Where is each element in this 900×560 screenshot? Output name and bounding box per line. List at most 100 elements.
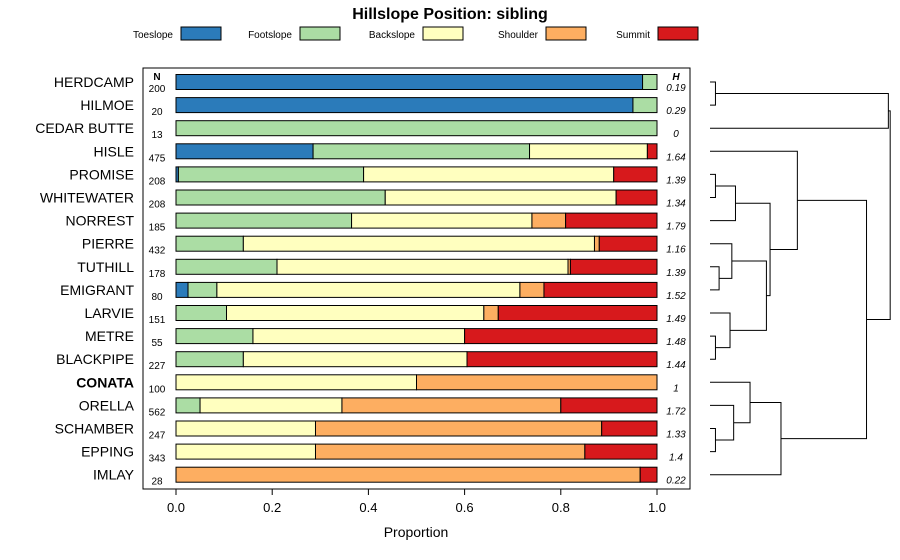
n-value: 343	[149, 454, 166, 465]
h-value: 0	[673, 129, 679, 140]
bar-segment-backslope	[252, 328, 466, 345]
legend-label-footslope: Footslope	[248, 30, 292, 41]
bar-segment-shoulder	[593, 235, 600, 252]
h-value: 1.72	[666, 406, 686, 417]
bar-segment-summit	[569, 258, 658, 275]
category-label: IMLAY	[93, 467, 135, 483]
dendro-link	[710, 93, 889, 129]
row-imlay: IMLAY 28 0.22	[93, 466, 686, 488]
row-hisle: HISLE 475 1.64	[94, 143, 686, 164]
bar-segment-shoulder	[175, 466, 641, 483]
bar-segment-backslope	[175, 420, 316, 437]
dendro-link	[866, 110, 891, 320]
legend-swatch-footslope	[299, 26, 341, 41]
dendro-link	[735, 202, 771, 297]
n-column-header: N	[153, 72, 160, 83]
x-tick-label: 1.0	[648, 500, 666, 515]
bar-segment-footslope	[175, 258, 278, 275]
bar-segment-summit	[565, 212, 658, 229]
legend-label-shoulder: Shoulder	[498, 30, 539, 41]
category-label: SCHAMBER	[55, 421, 134, 437]
bar-segment-footslope	[175, 235, 244, 252]
bar-segment-shoulder	[483, 305, 499, 321]
bar-segment-backslope	[199, 397, 343, 414]
h-value: 1.44	[666, 360, 686, 371]
n-value: 151	[149, 315, 166, 326]
legend-label-backslope: Backslope	[369, 30, 416, 41]
h-value: 1.64	[666, 152, 686, 163]
n-value: 475	[149, 153, 166, 164]
bar-segment-footslope	[175, 212, 353, 229]
bar-segment-summit	[598, 235, 658, 252]
h-column-header: H	[672, 72, 680, 83]
dendro-link	[710, 335, 716, 360]
n-value: 55	[151, 338, 163, 349]
row-whitewater: WHITEWATER 208 1.34	[40, 189, 686, 211]
bar-segment-summit	[584, 443, 658, 460]
category-label: METRE	[85, 328, 134, 344]
dendro-link	[710, 381, 751, 424]
dendro-link	[710, 402, 782, 476]
category-label: EMIGRANT	[60, 282, 134, 298]
n-value: 200	[149, 84, 166, 95]
category-label: HERDCAMP	[54, 74, 134, 90]
bar-segment-footslope	[632, 97, 658, 114]
bar-segment-backslope	[226, 305, 485, 321]
n-value: 208	[149, 200, 166, 211]
h-value: 0.19	[666, 83, 686, 94]
bar-segment-summit	[615, 189, 658, 206]
row-epping: EPPING 343 1.4	[81, 443, 683, 465]
n-value: 562	[149, 407, 166, 418]
bar-segment-backslope	[216, 281, 521, 298]
x-tick-label: 0.8	[552, 500, 570, 515]
dendro-link	[710, 150, 798, 250]
bar-segment-backslope	[529, 143, 648, 160]
bar-segment-toeslope	[175, 281, 189, 298]
bar-segment-toeslope	[175, 143, 314, 160]
bar-segment-summit	[466, 351, 658, 368]
bar-segment-backslope	[351, 212, 533, 229]
category-label: PROMISE	[69, 166, 134, 182]
h-value: 1.39	[666, 175, 686, 186]
bar-segment-footslope	[175, 305, 228, 321]
dendro-link	[710, 404, 735, 441]
dendro-link	[710, 266, 720, 291]
bar-segment-shoulder	[341, 397, 562, 414]
h-value: 1.34	[666, 199, 686, 210]
bar-segment-footslope	[175, 120, 658, 137]
n-value: 185	[149, 223, 166, 234]
h-value: 1.33	[666, 430, 686, 441]
bar-segment-shoulder	[519, 281, 545, 298]
legend-swatch-summit	[657, 26, 699, 41]
dendro-link	[710, 428, 716, 453]
x-tick-label: 0.6	[456, 500, 474, 515]
dendro-link	[710, 173, 716, 198]
bar-segment-summit	[613, 166, 658, 183]
n-value: 13	[151, 130, 163, 141]
bar-segment-summit	[560, 397, 658, 414]
h-value: 1.52	[666, 291, 686, 302]
bar-segment-footslope	[175, 189, 386, 206]
dendro-link	[780, 199, 868, 440]
bar-segment-backslope	[242, 351, 468, 368]
row-pierre: PIERRE 432 1.16	[82, 235, 686, 257]
dendro-link	[710, 243, 733, 279]
category-label: TUTHILL	[77, 259, 134, 275]
bar-segment-summit	[543, 281, 658, 298]
x-tick-label: 0.0	[167, 500, 185, 515]
bar-segment-backslope	[175, 374, 417, 391]
category-label: EPPING	[81, 444, 134, 460]
bar-segment-footslope	[175, 397, 201, 414]
dendrogram	[710, 81, 891, 476]
x-axis: 0.0 0.2 0.4 0.6 0.8 1.0	[167, 489, 666, 515]
category-label: CONATA	[76, 374, 134, 390]
h-value: 1.16	[666, 245, 686, 256]
category-label: NORREST	[66, 213, 135, 229]
n-value: 208	[149, 176, 166, 187]
h-value: 0.22	[666, 476, 686, 487]
dendro-link	[710, 312, 731, 349]
category-label: PIERRE	[82, 236, 134, 252]
h-value: 1.4	[669, 453, 683, 464]
bar-segment-backslope	[363, 166, 615, 183]
